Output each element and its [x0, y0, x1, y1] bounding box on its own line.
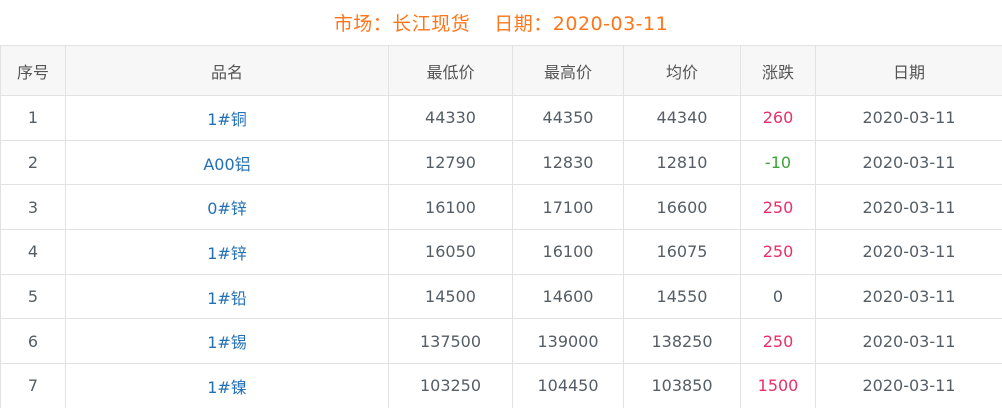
cell-avg: 14550	[623, 273, 741, 320]
cell-low: 137500	[388, 318, 513, 365]
cell-low: 14500	[388, 273, 513, 320]
header-low: 最低价	[388, 45, 513, 96]
cell-avg: 138250	[623, 318, 741, 365]
cell-index: 6	[0, 318, 66, 365]
header-date: 日期	[815, 45, 1002, 96]
cell-high: 17100	[512, 184, 624, 231]
cell-date: 2020-03-11	[815, 273, 1002, 320]
table-row: 3 0#锌 16100 17100 16600 250 2020-03-11	[0, 184, 1002, 231]
cell-avg: 16075	[623, 229, 741, 275]
table-row: 1 1#铜 44330 44350 44340 260 2020-03-11	[0, 95, 1002, 141]
cell-product: 1#锌	[65, 229, 389, 275]
cell-avg: 16600	[623, 184, 741, 231]
cell-index: 4	[0, 229, 66, 275]
cell-low: 16050	[388, 229, 513, 275]
cell-index: 7	[0, 363, 66, 408]
cell-low: 16100	[388, 184, 513, 231]
cell-avg: 44340	[623, 95, 741, 141]
cell-index: 2	[0, 139, 66, 186]
cell-date: 2020-03-11	[815, 363, 1002, 408]
cell-index: 3	[0, 184, 66, 231]
cell-change: 1500	[740, 363, 816, 408]
cell-high: 12830	[512, 139, 624, 186]
cell-date: 2020-03-11	[815, 184, 1002, 231]
cell-product: 1#铅	[65, 273, 389, 320]
cell-low: 12790	[388, 139, 513, 186]
cell-product: A00铝	[65, 139, 389, 186]
page-title: 市场：长江现货 日期：2020-03-11	[0, 0, 1002, 45]
header-row: 序号 品名 最低价 最高价 均价 涨跌 日期	[0, 45, 1002, 96]
cell-product: 0#锌	[65, 184, 389, 231]
product-link[interactable]: 1#锡	[207, 333, 247, 353]
market-label: 市场：长江现货	[333, 13, 471, 35]
cell-change: 0	[740, 273, 816, 320]
cell-change: 250	[740, 184, 816, 231]
cell-product: 1#锡	[65, 318, 389, 365]
cell-product: 1#镍	[65, 363, 389, 408]
cell-low: 44330	[388, 95, 513, 141]
header-product: 品名	[65, 45, 389, 96]
cell-change: -10	[740, 139, 816, 186]
cell-change: 250	[740, 229, 816, 275]
cell-product: 1#铜	[65, 95, 389, 141]
product-link[interactable]: 1#铅	[207, 288, 247, 308]
price-table: 序号 品名 最低价 最高价 均价 涨跌 日期 1 1#铜 44330 44350…	[0, 45, 1002, 408]
table-header: 序号 品名 最低价 最高价 均价 涨跌 日期	[0, 45, 1002, 96]
cell-date: 2020-03-11	[815, 318, 1002, 365]
cell-index: 1	[0, 95, 66, 141]
cell-change: 260	[740, 95, 816, 141]
cell-date: 2020-03-11	[815, 139, 1002, 186]
table-row: 7 1#镍 103250 104450 103850 1500 2020-03-…	[0, 363, 1002, 408]
product-link[interactable]: 0#锌	[207, 199, 247, 219]
cell-avg: 12810	[623, 139, 741, 186]
cell-change: 250	[740, 318, 816, 365]
cell-high: 44350	[512, 95, 624, 141]
cell-high: 104450	[512, 363, 624, 408]
header-high: 最高价	[512, 45, 624, 96]
cell-date: 2020-03-11	[815, 229, 1002, 275]
product-link[interactable]: 1#铜	[207, 109, 247, 129]
cell-low: 103250	[388, 363, 513, 408]
cell-avg: 103850	[623, 363, 741, 408]
table-row: 5 1#铅 14500 14600 14550 0 2020-03-11	[0, 273, 1002, 320]
product-link[interactable]: A00铝	[203, 154, 251, 174]
cell-index: 5	[0, 273, 66, 320]
product-link[interactable]: 1#锌	[207, 243, 247, 263]
cell-high: 139000	[512, 318, 624, 365]
table-body: 1 1#铜 44330 44350 44340 260 2020-03-11 2…	[0, 95, 1002, 408]
header-change: 涨跌	[740, 45, 816, 96]
header-avg: 均价	[623, 45, 741, 96]
cell-high: 16100	[512, 229, 624, 275]
table-row: 2 A00铝 12790 12830 12810 -10 2020-03-11	[0, 139, 1002, 186]
product-link[interactable]: 1#镍	[207, 377, 247, 397]
table-row: 4 1#锌 16050 16100 16075 250 2020-03-11	[0, 229, 1002, 275]
header-index: 序号	[0, 45, 66, 96]
table-row: 6 1#锡 137500 139000 138250 250 2020-03-1…	[0, 318, 1002, 365]
date-label: 日期：2020-03-11	[494, 13, 669, 35]
cell-high: 14600	[512, 273, 624, 320]
cell-date: 2020-03-11	[815, 95, 1002, 141]
